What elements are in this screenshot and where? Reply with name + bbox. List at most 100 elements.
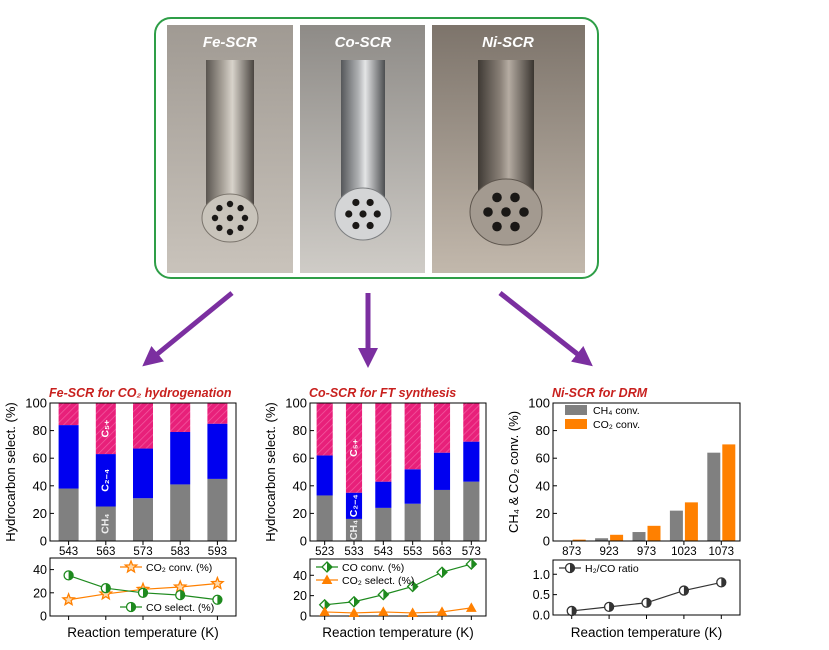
diamond-marker-fill xyxy=(412,581,418,592)
photo-label: Co-SCR xyxy=(335,34,392,51)
y-tick-label: 40 xyxy=(293,478,307,493)
bar-segment xyxy=(463,481,480,541)
bar-segment xyxy=(207,478,228,541)
bar-segment xyxy=(375,403,392,482)
bar xyxy=(632,532,646,541)
y-tick-label: 0 xyxy=(543,534,550,549)
segment-label: CH₄ xyxy=(100,514,112,534)
x-tick-label: 563 xyxy=(432,546,451,558)
diamond-marker-fill xyxy=(442,567,447,578)
bar-segment xyxy=(316,455,333,496)
bar-segment xyxy=(433,403,451,453)
chart-title: Ni-SCR for DRM xyxy=(552,386,648,400)
bar xyxy=(647,525,661,541)
triangle-marker xyxy=(348,607,360,617)
bar xyxy=(669,510,683,541)
x-tick-label: 583 xyxy=(171,546,190,558)
bar-segment xyxy=(345,492,363,519)
star-marker xyxy=(210,575,225,590)
channel-hole xyxy=(237,224,244,232)
bar-segment xyxy=(375,507,392,541)
y-tick-label: 1.0 xyxy=(533,568,550,582)
lower-plot-frame xyxy=(309,558,487,617)
bar-segment xyxy=(58,403,79,426)
bar-segment xyxy=(433,489,451,541)
bar-segment xyxy=(133,498,153,541)
y-tick-label: 100 xyxy=(285,396,307,411)
y-tick-label: 80 xyxy=(536,423,550,438)
diamond-marker-fill xyxy=(354,596,359,607)
bar xyxy=(572,539,586,541)
bar-segment xyxy=(170,431,191,485)
chart-title: Fe-SCR for CO₂ hydrogenation xyxy=(49,386,232,400)
circle-marker-fill xyxy=(646,598,651,608)
bar-segment xyxy=(207,403,228,424)
legend-label: H₂/CO ratio xyxy=(585,563,639,575)
bar-segment xyxy=(170,484,191,541)
y-tick-label: 60 xyxy=(33,451,47,466)
bar-segment xyxy=(95,454,116,507)
channel-hole xyxy=(510,221,520,232)
chart-0: Fe-SCR for CO₂ hydrogenation Hydrocarbon … xyxy=(3,386,237,640)
channel-hole xyxy=(237,204,244,212)
diamond-marker-fill xyxy=(383,589,389,600)
star-marker xyxy=(123,559,139,574)
x-tick-label: 543 xyxy=(374,546,393,558)
segment-label: C₅₊ xyxy=(100,419,112,437)
bar-segment xyxy=(404,503,421,541)
x-axis-label: Reaction temperature (K) xyxy=(571,625,723,640)
bar-segment xyxy=(95,403,116,455)
x-tick-label: 1073 xyxy=(709,546,735,558)
y-tick-label: 0.0 xyxy=(533,609,550,623)
legend-label: CO₂ select. (%) xyxy=(342,575,414,587)
circle-marker-fill xyxy=(180,590,185,600)
circle-marker-fill xyxy=(105,583,111,593)
diamond-marker-fill xyxy=(327,562,332,572)
x-tick-label: 533 xyxy=(344,546,363,558)
channel-hole xyxy=(492,221,502,232)
bar-segment xyxy=(433,452,451,490)
photo-co-scr: Co-SCR xyxy=(300,25,425,273)
y-tick-label: 0 xyxy=(300,534,307,549)
arrow-fe xyxy=(142,291,234,367)
y-tick-label: 40 xyxy=(33,563,47,577)
circle-marker-fill xyxy=(721,577,726,587)
segment-label: CH₄ xyxy=(348,520,360,540)
bar xyxy=(610,534,624,541)
x-tick-label: 1023 xyxy=(671,546,697,558)
bar-segment xyxy=(133,403,153,449)
y-tick-label: 20 xyxy=(536,506,550,521)
segment-label: C₂₋₄ xyxy=(100,469,112,492)
channel-hole xyxy=(226,214,234,222)
channel-hole xyxy=(352,198,360,207)
bar-segment xyxy=(316,495,333,541)
bar xyxy=(722,444,736,541)
diamond-marker-fill xyxy=(471,559,477,570)
chart-2: Ni-SCR for DRM CH₄ & CO₂ conv. (%) CH₄ con… xyxy=(506,386,741,640)
circle-marker-fill xyxy=(570,563,575,573)
x-tick-label: 523 xyxy=(315,546,334,558)
channel-hole xyxy=(510,192,520,203)
y-tick-label: 20 xyxy=(33,586,47,600)
triangle-marker xyxy=(377,606,389,616)
legend-label: CH₄ conv. xyxy=(593,405,640,417)
x-tick-label: 573 xyxy=(462,546,481,558)
channel-hole xyxy=(359,210,367,218)
channel-hole xyxy=(483,207,493,217)
legend-label: CO select. (%) xyxy=(146,602,214,614)
legend-label: CO₂ conv. xyxy=(593,419,640,431)
bar-segment xyxy=(133,448,153,499)
y-tick-label: 40 xyxy=(33,478,47,493)
series-line xyxy=(324,607,472,614)
legend-swatch xyxy=(565,405,587,415)
triangle-marker xyxy=(407,607,419,617)
y-tick-label: 60 xyxy=(536,451,550,466)
bar-segment xyxy=(58,425,79,489)
x-tick-label: 563 xyxy=(96,546,115,558)
chart-1: Co-SCR for FT synthesis Hydrocarbon selec… xyxy=(263,386,487,640)
segment-label: C₂₋₄ xyxy=(348,494,360,517)
channel-hole xyxy=(226,200,234,208)
y-tick-label: 20 xyxy=(33,506,47,521)
bar xyxy=(595,538,609,541)
legend-label: CO₂ conv. (%) xyxy=(146,562,212,574)
